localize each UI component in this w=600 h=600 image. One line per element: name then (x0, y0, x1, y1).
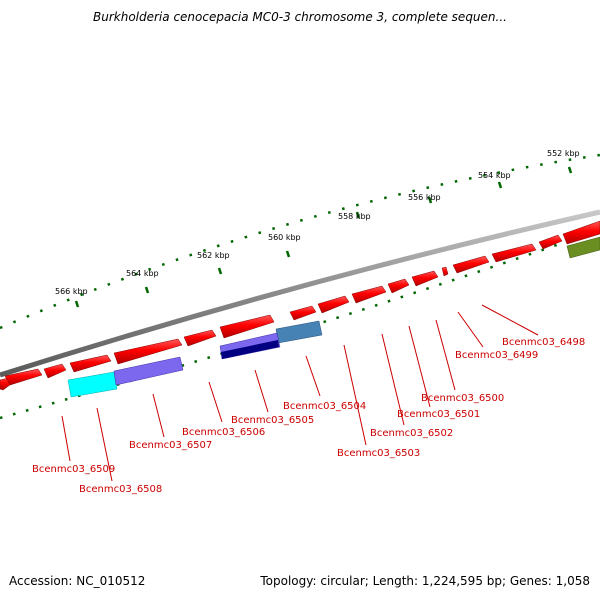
gene-label: Bcenmc03_6501 (397, 409, 480, 420)
major-ticks (74, 166, 573, 308)
cds-arrow (69, 354, 112, 373)
cds-arrow (562, 220, 600, 245)
gene-label: Bcenmc03_6504 (283, 401, 366, 412)
map-title: Burkholderia cenocepacia MC0-3 chromosom… (93, 10, 507, 24)
gene-label: Bcenmc03_6502 (370, 428, 453, 439)
forward-cds-track (0, 220, 600, 391)
cds-arrow (183, 329, 217, 347)
cds-arrow (219, 314, 275, 339)
backbone-arc (0, 209, 600, 378)
gene-label: Bcenmc03_6507 (129, 440, 212, 451)
cds-arrow (43, 363, 67, 379)
cds-arrow (289, 305, 317, 321)
cyan-feature (67, 371, 118, 398)
cds-arrow (411, 270, 439, 287)
purple-feature (113, 356, 184, 386)
scale-label: 552 kbp (547, 149, 580, 158)
cds-arrow (4, 368, 43, 386)
gene-label: Bcenmc03_6500 (421, 393, 504, 404)
gene-label: Bcenmc03_6503 (337, 448, 420, 459)
gene-label: Bcenmc03_6506 (182, 427, 265, 438)
accession-text: Accession: NC_010512 (9, 574, 146, 588)
cds-arrow (491, 243, 537, 263)
gene-label: Bcenmc03_6499 (455, 350, 538, 361)
gene-label: Bcenmc03_6498 (502, 337, 585, 348)
scale-label: 566 kbp (55, 287, 88, 296)
scale-label: 562 kbp (197, 251, 230, 260)
scale-label: 556 kbp (408, 193, 441, 202)
label-leaders (61, 304, 539, 482)
olive-feature (566, 236, 600, 259)
steel-feature (275, 320, 323, 344)
cds-arrow (113, 338, 183, 365)
scale-label: 558 kbp (338, 212, 371, 221)
gene-label: Bcenmc03_6505 (231, 415, 314, 426)
cds-arrow (351, 285, 387, 304)
scale-label: 554 kbp (478, 171, 511, 180)
topology-text: Topology: circular; Length: 1,224,595 bp… (260, 574, 590, 588)
cds-arrow (452, 255, 490, 274)
cds-arrow (538, 234, 563, 250)
cds-arrow (317, 295, 350, 314)
gene-label: Bcenmc03_6509 (32, 464, 115, 475)
navy-feature-inner (221, 340, 279, 359)
scale-label: 564 kbp (126, 269, 159, 278)
gene-label: Bcenmc03_6508 (79, 484, 162, 495)
scale-label: 560 kbp (268, 233, 301, 242)
cds-arrow (387, 278, 410, 294)
cds-arrow (441, 266, 449, 277)
